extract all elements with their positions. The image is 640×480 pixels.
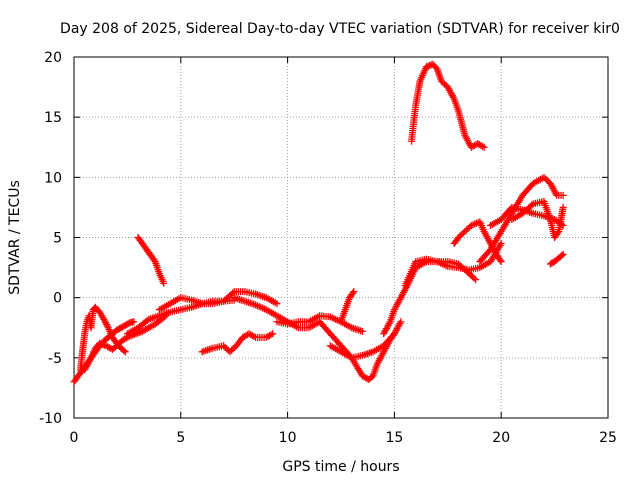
data-point (558, 252, 566, 260)
series-arc-g (198, 330, 277, 356)
data-point (226, 348, 234, 356)
data-point (461, 227, 469, 235)
data-point (559, 203, 567, 211)
data-point (114, 340, 122, 348)
data-point (441, 80, 449, 88)
data-point (458, 230, 466, 238)
data-point (349, 289, 357, 297)
series-arc-t (546, 250, 567, 268)
data-point (462, 226, 470, 234)
y-tick-label: 10 (44, 170, 62, 186)
data-point (472, 276, 480, 284)
data-point (439, 79, 447, 87)
data-point (250, 332, 258, 340)
data-point (467, 271, 475, 279)
data-point (229, 289, 237, 297)
series-arc-h (230, 294, 324, 332)
series-arc-b (76, 303, 129, 374)
series-arc-f (155, 288, 281, 314)
x-tick-label: 10 (279, 430, 297, 446)
data-point (273, 300, 281, 308)
data-marks (70, 60, 567, 386)
data-point (116, 339, 124, 347)
data-point (479, 142, 487, 150)
data-point (454, 234, 462, 241)
data-point (464, 224, 472, 232)
series-arc-p (450, 218, 505, 266)
x-tick-label: 15 (385, 430, 403, 446)
x-tick-label: 5 (176, 430, 185, 446)
data-point (120, 347, 128, 355)
series-arc-k (326, 318, 405, 362)
series-arc-q (476, 173, 567, 266)
data-point (480, 143, 488, 151)
data-point (269, 330, 277, 338)
x-tick-label: 20 (492, 430, 510, 446)
data-point (221, 343, 229, 351)
y-tick-label: 0 (53, 291, 62, 307)
data-point (554, 229, 562, 237)
data-point (540, 173, 548, 181)
chart-title: Day 208 of 2025, Sidereal Day-to-day VTE… (60, 21, 620, 37)
data-point (542, 175, 550, 183)
y-tick-label: 5 (53, 231, 62, 247)
data-point (497, 258, 505, 266)
data-point (130, 318, 138, 326)
series-arc-n (407, 60, 488, 151)
data-point (160, 279, 168, 287)
y-axis-label: SDTVAR / TECUs (7, 180, 23, 295)
data-point (437, 77, 445, 85)
data-point (559, 250, 567, 258)
data-point (459, 229, 467, 237)
data-point (528, 201, 536, 209)
data-point (559, 191, 567, 199)
data-point (350, 288, 358, 296)
series-arc-o (401, 255, 480, 290)
series-arc-i (273, 312, 366, 335)
data-point (150, 256, 158, 264)
y-tick-label: -10 (39, 411, 62, 427)
data-point (229, 345, 237, 353)
y-tick-label: 20 (44, 50, 62, 66)
data-point (223, 345, 231, 353)
grid (74, 57, 608, 418)
data-point (220, 342, 228, 350)
series-arc-e (134, 234, 168, 287)
data-point (267, 331, 275, 339)
data-point (468, 273, 476, 281)
axis-ticks: 0 5 10 15 20 25 -10 -5 0 5 10 15 20 (39, 50, 617, 446)
data-point (543, 176, 551, 184)
data-point (456, 232, 464, 240)
data-point (397, 318, 405, 326)
data-point (113, 342, 121, 350)
x-axis-label: GPS time / hours (282, 459, 399, 475)
data-point (497, 240, 505, 248)
data-point (496, 256, 504, 264)
x-tick-label: 0 (70, 430, 79, 446)
data-point (465, 270, 473, 278)
series-arc-s (508, 197, 567, 241)
data-point (470, 274, 478, 282)
data-point (432, 63, 440, 71)
data-point (358, 327, 366, 335)
y-tick-label: -5 (48, 351, 62, 367)
data-point (121, 348, 129, 356)
y-tick-label: 15 (44, 110, 62, 126)
data-point (228, 346, 236, 354)
series-arc-l (337, 288, 358, 326)
x-tick-label: 25 (599, 430, 617, 446)
